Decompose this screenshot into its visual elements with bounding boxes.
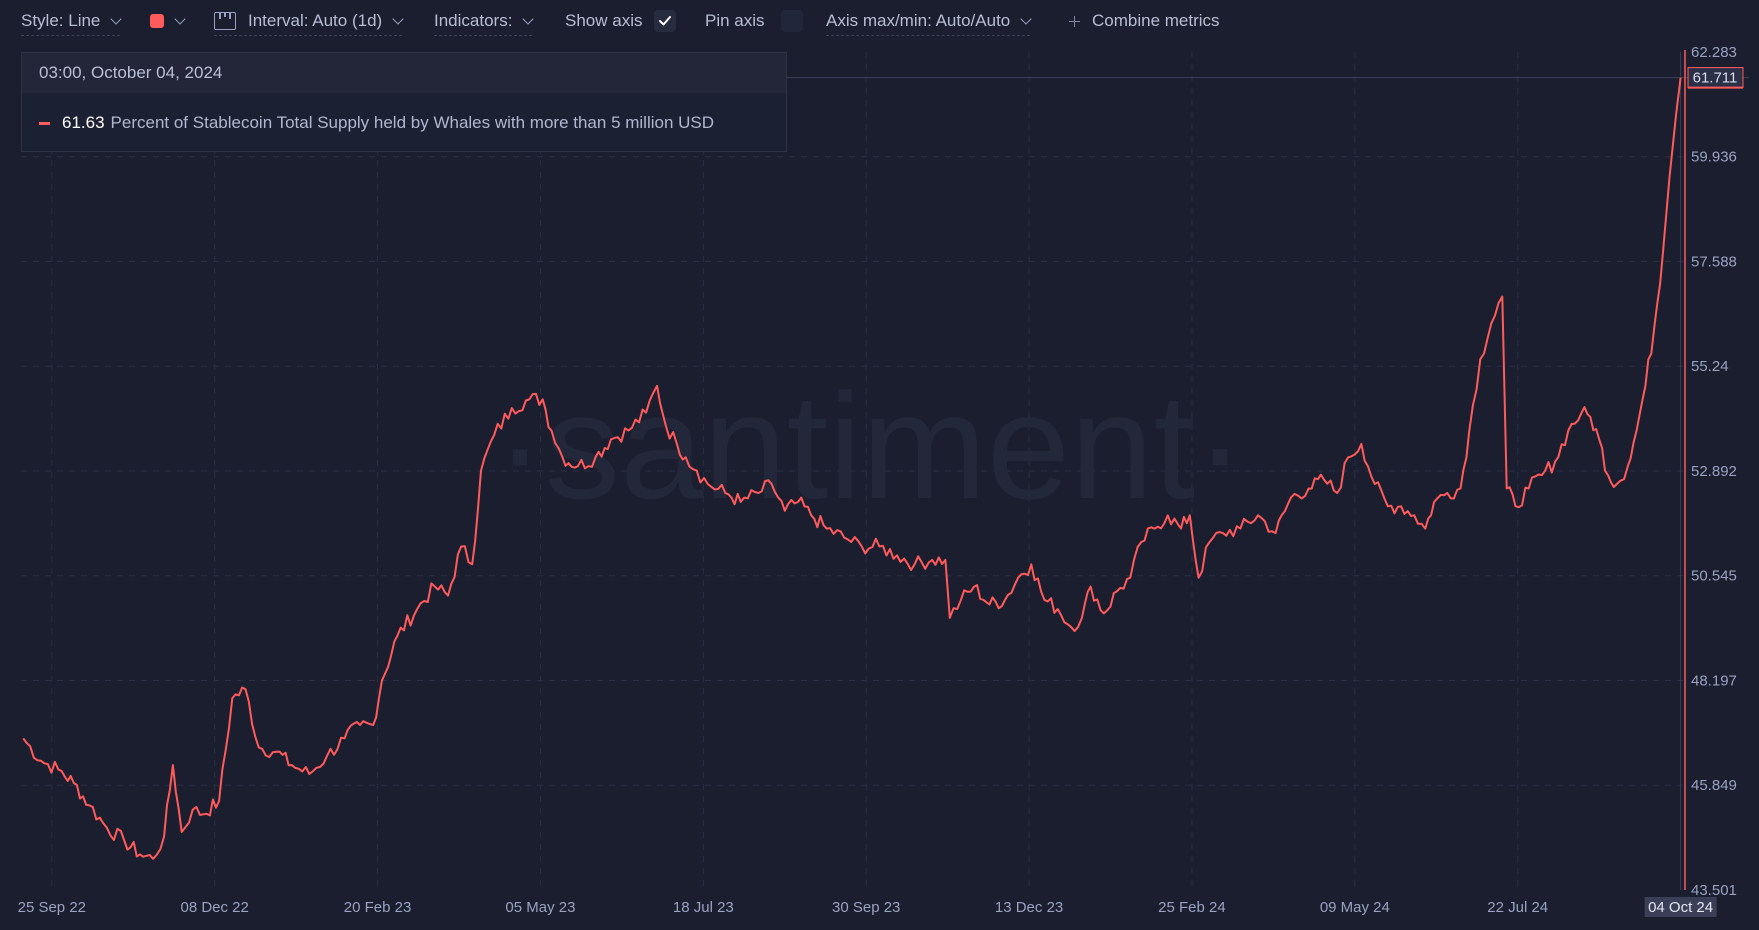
y-tick-label: 57.588 (1691, 253, 1737, 270)
y-tick-label: 43.501 (1691, 882, 1737, 899)
axis-range-label: Axis max/min: Auto/Auto (826, 11, 1011, 30)
x-tick-label: 05 May 23 (505, 899, 575, 916)
indicators-dropdown[interactable]: Indicators: (434, 8, 535, 36)
chart-grid (21, 52, 1685, 890)
series-line (22, 77, 1682, 860)
style-dropdown[interactable]: Style: Line (21, 8, 123, 36)
checkmark-icon (659, 16, 672, 26)
interval-dropdown[interactable]: Interval: Auto (1d) (214, 8, 404, 36)
last-value-label: 61.711 (1693, 70, 1738, 87)
indicators-label: Indicators: (434, 11, 513, 30)
y-tick-label: 59.936 (1691, 149, 1737, 166)
y-tick-label: 55.24 (1691, 358, 1729, 375)
x-tick-label: 22 Jul 24 (1487, 899, 1548, 916)
tooltip-date: 03:00, October 04, 2024 (22, 53, 786, 93)
ruler-icon (214, 12, 236, 30)
x-tick-label: 08 Dec 22 (180, 899, 248, 916)
interval-label: Interval: Auto (1d) (248, 11, 383, 30)
axis-range-dropdown[interactable]: Axis max/min: Auto/Auto (826, 8, 1032, 36)
x-tick-label: 25 Sep 22 (18, 899, 86, 916)
style-label: Style: Line (21, 11, 101, 30)
show-axis-toggle[interactable]: Show axis (565, 8, 677, 34)
combine-metrics-label: Combine metrics (1092, 11, 1220, 30)
series-marker (39, 121, 50, 125)
y-tick-label: 52.892 (1691, 463, 1737, 480)
x-tick-label: 25 Feb 24 (1158, 899, 1226, 916)
y-tick-label: 48.197 (1691, 672, 1737, 689)
tooltip-value: 61.63 (62, 113, 105, 132)
color-picker-dropdown[interactable] (150, 8, 186, 34)
x-tick-label: 20 Feb 23 (344, 899, 412, 916)
pin-axis-toggle[interactable]: Pin axis (705, 8, 803, 34)
chart-toolbar: Style: Line Interval: Auto (1d) Indicato… (0, 0, 1759, 42)
plus-icon (1069, 15, 1080, 27)
y-tick-label: 50.545 (1691, 568, 1737, 585)
x-tick-label: 13 Dec 23 (995, 899, 1063, 916)
y-tick-label: 62.283 (1691, 44, 1737, 61)
y-tick-label: 45.849 (1691, 777, 1737, 794)
show-axis-checkbox[interactable] (654, 10, 677, 32)
x-tick-label: 18 Jul 23 (673, 899, 734, 916)
axes: 62.283 59.936 57.588 55.24 52.892 50.545 48.19… (18, 44, 1744, 917)
combine-metrics-button[interactable]: Combine metrics (1069, 8, 1220, 34)
pin-axis-checkbox[interactable] (780, 10, 803, 32)
show-axis-label: Show axis (565, 11, 643, 30)
crosshair-date-label: 04 Oct 24 (1648, 899, 1713, 916)
x-tick-label: 09 May 24 (1320, 899, 1390, 916)
crosshair-date-badge (1644, 897, 1717, 917)
x-tick-label: 30 Sep 23 (832, 899, 900, 916)
series-color-swatch (150, 14, 164, 28)
tooltip-metric-label: Percent of Stablecoin Total Supply held … (110, 113, 715, 132)
pin-axis-label: Pin axis (705, 11, 765, 30)
tooltip-row: 61.63 Percent of Stablecoin Total Supply… (39, 113, 714, 133)
chart-tooltip: 03:00, October 04, 2024 61.63 Percent of… (21, 52, 787, 152)
santiment-watermark: ·santiment· (495, 362, 1245, 530)
